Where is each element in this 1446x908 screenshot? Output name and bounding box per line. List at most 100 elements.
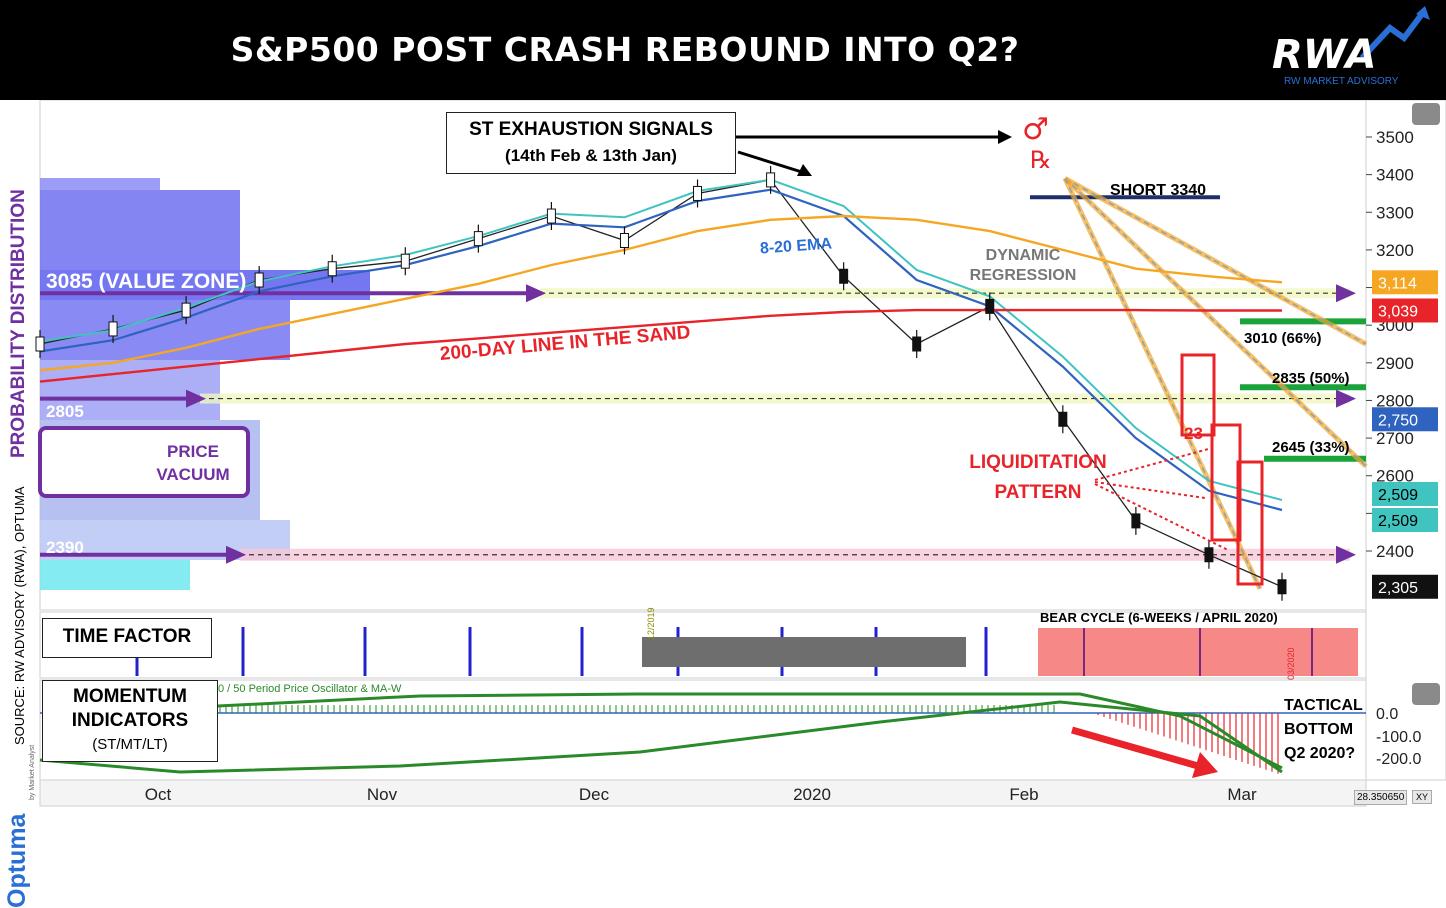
volume-profile-bar xyxy=(40,360,220,420)
price-tick-label: 2600 xyxy=(1376,467,1414,486)
arrow-head-icon xyxy=(998,130,1012,144)
candle xyxy=(693,185,703,201)
bear-cycle-bar xyxy=(1038,628,1358,676)
price-badge xyxy=(1372,298,1438,323)
time-factor-bar xyxy=(642,637,966,667)
liquidation-pointer xyxy=(1094,483,1229,551)
liquidation-box xyxy=(1180,353,1216,437)
tactical-bottom-label: TACTICAL BOTTOM Q2 2020? xyxy=(1284,697,1363,762)
lock-icon xyxy=(1412,683,1440,705)
candle xyxy=(254,272,264,288)
st-exhaustion-callout: ST EXHAUSTION SIGNALS (14th Feb & 13th J… xyxy=(446,112,736,174)
date-axis-label: 2020 xyxy=(793,785,831,804)
candle xyxy=(181,302,191,318)
liquidation-box xyxy=(1210,423,1242,542)
candle xyxy=(985,298,995,314)
osc-lt-line xyxy=(39,700,1283,774)
cycle-date-a: 12/2019 xyxy=(646,607,656,640)
retrograde-icon: ℞ xyxy=(1030,146,1052,174)
candle xyxy=(473,231,483,247)
date-axis-label: Nov xyxy=(367,785,398,804)
volume-profile-bar xyxy=(40,190,240,270)
mars-icon: ♂ xyxy=(1022,112,1049,147)
date-axis-panel xyxy=(39,779,1367,807)
callout-arrow-jan xyxy=(737,150,806,175)
candle xyxy=(1204,547,1214,563)
momentum-line3: (ST/MT/LT) xyxy=(92,736,168,753)
regression-channel xyxy=(1063,176,1368,469)
osc-tick-label: 0.0 xyxy=(1376,706,1398,723)
chart-title: S&P500 POST CRASH REBOUND INTO Q2? xyxy=(230,30,1020,69)
logo-subtitle: RW MARKET ADVISORY xyxy=(1284,76,1399,87)
price-badge xyxy=(1372,507,1438,532)
regression-channel-dash xyxy=(1064,177,1367,345)
price-badge xyxy=(1372,574,1438,599)
st-exhaustion-line1: ST EXHAUSTION SIGNALS xyxy=(469,119,713,140)
candle xyxy=(400,253,410,269)
momentum-arrow xyxy=(1071,726,1206,772)
price-badge-label: 2,509 xyxy=(1378,487,1418,504)
momentum-panel xyxy=(39,679,1367,781)
price-tick-label: 3400 xyxy=(1376,166,1414,185)
title-bar: S&P500 POST CRASH REBOUND INTO Q2? RWA R… xyxy=(0,0,1446,100)
date-axis-label: Dec xyxy=(579,785,610,804)
optuma-brand: Optuma xyxy=(3,813,31,908)
oscillator-name: 0 / 50 Period Price Oscillator & MA-W xyxy=(218,683,402,695)
candle xyxy=(839,268,849,284)
price-tick-label: 2800 xyxy=(1376,391,1414,410)
candle xyxy=(1131,513,1141,529)
candle xyxy=(108,321,118,337)
price-badge-label: 2,750 xyxy=(1378,412,1418,429)
price-vacuum-box xyxy=(38,426,250,498)
osc-tick-label: -100.0 xyxy=(1376,729,1421,746)
rwa-logo: RWA RW MARKET ADVISORY xyxy=(1272,6,1430,87)
dynamic-regression-label: DYNAMIC REGRESSION xyxy=(969,247,1077,284)
momentum-line2: INDICATORS xyxy=(71,710,189,731)
level-arrow-icon xyxy=(1336,284,1356,303)
fib-33-label: 2645 (33%) xyxy=(1272,439,1350,456)
price-badge-label: 2,509 xyxy=(1378,513,1418,530)
coordinate-readout: 28.350650 xyxy=(1354,790,1408,805)
volume-profile-bar xyxy=(40,178,160,190)
short-3340-label: SHORT 3340 xyxy=(1110,182,1207,199)
price-tick-label: 3500 xyxy=(1376,128,1414,147)
momentum-box: MOMENTUM INDICATORS (ST/MT/LT) xyxy=(42,680,218,762)
price-tick-label: 2700 xyxy=(1376,429,1414,448)
level-2805-label: 2805 xyxy=(46,402,84,421)
chart-area: 3500340033003200310030002900280027002600… xyxy=(35,100,1446,807)
price-badge-label: 3,114 xyxy=(1378,275,1417,292)
liquidation-pointer xyxy=(1094,447,1213,481)
volume-profile-bar xyxy=(40,300,290,360)
price-tick-label: 3200 xyxy=(1376,241,1414,260)
level-arrow-icon xyxy=(226,545,246,564)
series-line-1 xyxy=(39,188,1283,512)
candle xyxy=(766,172,776,188)
price-tick-label: 2900 xyxy=(1376,354,1414,373)
level-arrow-icon xyxy=(1336,545,1356,564)
fib-50-label: 2835 (50%) xyxy=(1272,370,1350,387)
liquidation-box xyxy=(1236,460,1264,586)
support-2390-band xyxy=(240,548,1350,561)
level-arrow-icon xyxy=(1336,389,1356,408)
logo-arrow-icon xyxy=(1359,8,1428,61)
price-tick-label: 2400 xyxy=(1376,542,1414,561)
price-axis-panel xyxy=(1365,100,1446,781)
level-arrow-icon xyxy=(526,284,546,303)
side-panel: PROBABILITY DISTRIBUTION SOURCE: RW ADVI… xyxy=(0,100,38,908)
date-axis-label: Feb xyxy=(1009,785,1038,804)
arrow-head-icon xyxy=(797,164,812,176)
candle xyxy=(1277,579,1287,595)
liquidation-pattern-label: LIQUIDITATION PATTERN xyxy=(969,452,1107,503)
xy-toggle-button[interactable]: XY xyxy=(1412,790,1433,804)
osc-mt-line xyxy=(217,692,1283,770)
price-badge xyxy=(1372,270,1438,295)
logo-text: RWA xyxy=(1272,32,1376,78)
candle xyxy=(619,233,629,248)
time-factor-box: TIME FACTOR xyxy=(42,618,212,658)
volume-profile-bar xyxy=(40,560,190,590)
date-axis-label: Oct xyxy=(145,785,172,804)
momentum-line1: MOMENTUM xyxy=(73,686,187,707)
count-23-label: 23 xyxy=(1184,424,1203,443)
value-zone-label: 3085 (VALUE ZONE) xyxy=(46,270,247,293)
fib-66-label: 3010 (66%) xyxy=(1244,330,1322,347)
